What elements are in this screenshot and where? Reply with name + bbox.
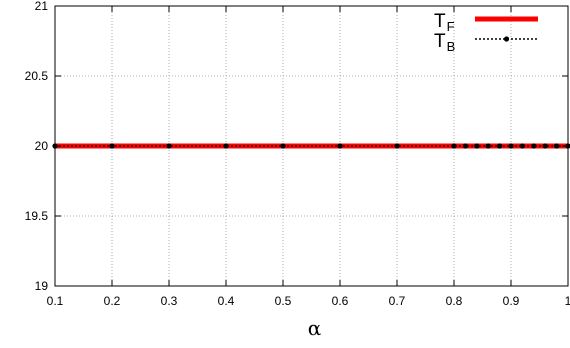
ticks	[54, 5, 569, 287]
data-point	[485, 143, 491, 149]
x-tick-label: 0.8	[446, 294, 463, 308]
legend-entry-f: TF	[434, 11, 538, 34]
y-tick-label: 21	[35, 0, 49, 13]
data-point	[542, 143, 548, 149]
data-point	[337, 143, 343, 149]
data-point	[223, 143, 229, 149]
tick-labels: 0.1 0.2 0.3 0.4 0.5 0.6 0.7 0.8 0.9 1 19 19.5 20 20.5…	[25, 0, 570, 308]
data-point	[554, 143, 560, 149]
data-point	[166, 143, 172, 149]
data-point	[462, 143, 468, 149]
data-point	[531, 143, 537, 149]
x-tick-label: 0.4	[218, 294, 235, 308]
data-point	[394, 143, 400, 149]
x-tick-label: 0.5	[275, 294, 292, 308]
legend-marker	[503, 36, 510, 42]
x-tick-label: 0.6	[332, 294, 349, 308]
x-tick-label: 0.9	[503, 294, 520, 308]
series-layer	[52, 143, 570, 149]
legend-label: TF	[434, 11, 455, 34]
y-tick-label: 20.5	[25, 69, 49, 83]
x-axis-title: α	[308, 316, 322, 340]
data-point	[280, 143, 286, 149]
data-point	[519, 143, 526, 149]
y-tick-label: 20	[35, 139, 49, 153]
data-point	[508, 143, 514, 149]
x-tick-label: 0.2	[104, 294, 121, 308]
data-point	[451, 143, 457, 149]
legend-label: TB	[434, 31, 455, 54]
x-tick-label: 0.3	[161, 294, 178, 308]
data-point	[474, 143, 480, 149]
y-tick-label: 19.5	[25, 209, 49, 223]
x-tick-label: 1	[565, 294, 570, 308]
x-tick-label: 0.1	[47, 294, 64, 308]
y-tick-label: 19	[35, 279, 49, 293]
data-point	[497, 143, 503, 149]
data-point	[109, 143, 115, 149]
x-tick-label: 0.7	[389, 294, 406, 308]
legend-entry-b: TB	[434, 31, 538, 54]
